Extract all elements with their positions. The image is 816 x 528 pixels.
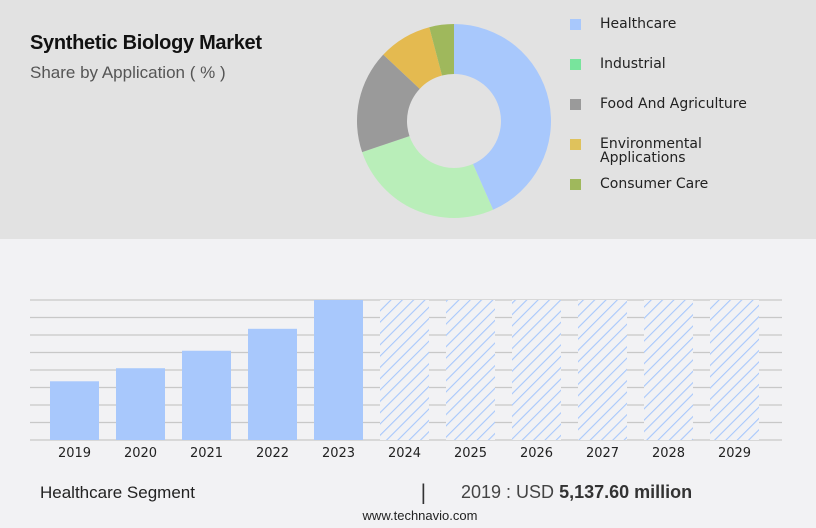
segment-label: Healthcare Segment: [40, 483, 195, 502]
legend-swatch-icon: [570, 179, 581, 190]
x-label-2026: 2026: [519, 446, 554, 461]
legend-label: Industrial: [600, 56, 666, 72]
segment-value: 2019 : USD 5,137.60 million: [461, 482, 692, 503]
bar-chart: [30, 299, 782, 441]
bar-2025: [446, 300, 495, 440]
x-label-2020: 2020: [123, 446, 158, 461]
x-label-2023: 2023: [321, 446, 356, 461]
x-label-2021: 2021: [189, 446, 224, 461]
donut-slice-healthcare: [454, 24, 551, 210]
legend-swatch-icon: [570, 99, 581, 110]
legend-label: Consumer Care: [600, 176, 709, 192]
legend-label: Healthcare: [600, 16, 677, 32]
value-prefix: 2019 : USD: [461, 482, 560, 502]
donut-slice-environmental-applications: [383, 27, 443, 89]
donut-chart: [357, 24, 551, 219]
legend-swatch-icon: [570, 19, 581, 30]
bar-2024: [380, 300, 429, 440]
x-label-2028: 2028: [651, 446, 686, 461]
bar-2029: [710, 300, 759, 440]
x-label-2022: 2022: [255, 446, 290, 461]
value-amount: 5,137.60 million: [559, 482, 693, 502]
donut-slice-consumer-care: [429, 24, 454, 76]
bar-2023: [314, 300, 363, 440]
donut-slice-food-and-agriculture: [357, 54, 420, 153]
chart-title: Synthetic Biology Market: [30, 32, 262, 54]
bar-2027: [578, 300, 627, 440]
chart-subtitle: Share by Application ( % ): [30, 63, 226, 82]
bar-2019: [50, 381, 99, 440]
x-label-2027: 2027: [585, 446, 620, 461]
donut-slice-industrial: [362, 136, 494, 219]
bar-2026: [512, 300, 561, 440]
bars: [50, 300, 759, 440]
legend-swatch-icon: [570, 59, 581, 70]
source-url[interactable]: www.technavio.com: [362, 508, 478, 523]
legend-label: Food And Agriculture: [600, 96, 747, 112]
x-label-2024: 2024: [387, 446, 422, 461]
bar-2021: [182, 350, 231, 440]
bar-2022: [248, 328, 297, 440]
x-label-2025: 2025: [453, 446, 488, 461]
legend-label: Environmental Applications: [600, 136, 702, 166]
bar-2020: [116, 368, 165, 440]
x-label-2019: 2019: [57, 446, 92, 461]
legend-swatch-icon: [570, 139, 581, 150]
footer-separator: |: [420, 480, 427, 504]
x-label-2029: 2029: [717, 446, 752, 461]
bar-2028: [644, 300, 693, 440]
